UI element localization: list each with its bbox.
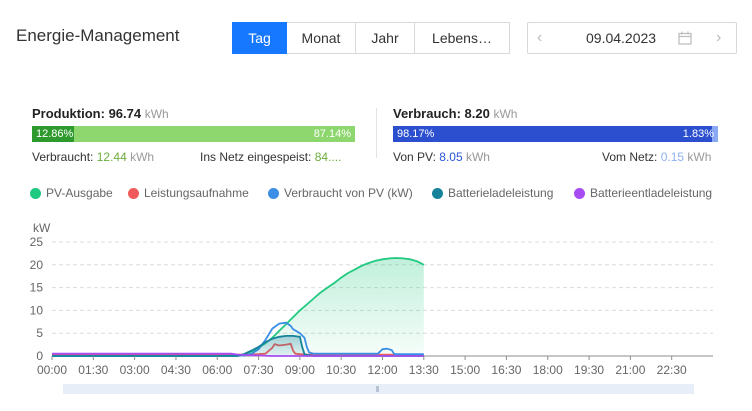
legend-label: Leistungsaufnahme [144, 186, 249, 200]
from-grid-value: 0.15 [660, 150, 685, 164]
period-tabs: Tag Monat Jahr Lebens… [232, 22, 510, 54]
zoom-slider-handle[interactable] [376, 386, 379, 392]
x-tick-label: 18:00 [533, 363, 563, 377]
x-tick-label: 19:30 [574, 363, 604, 377]
production-grid-percent: 87.14% [313, 128, 351, 140]
from-pv-unit: kWh [465, 150, 490, 164]
tab-day[interactable]: Tag [232, 22, 287, 54]
legend-dot-icon [128, 187, 139, 199]
consumption-value: 8.20 [464, 106, 490, 121]
legend-dot-icon [30, 187, 41, 199]
from-grid-unit: kWh [687, 150, 712, 164]
production-bar: 12.86% 87.14% [32, 126, 355, 142]
legend-label: PV-Ausgabe [46, 186, 113, 200]
x-tick-label: 06:00 [202, 363, 232, 377]
x-tick-label: 09:00 [285, 363, 315, 377]
legend-label: Batterieladeleistung [448, 186, 554, 200]
consumption-unit: kWh [493, 107, 518, 121]
y-tick-label: 10 [30, 303, 44, 317]
zoom-slider[interactable] [63, 384, 694, 394]
series-line-batterieentladeleistung [52, 352, 424, 357]
consumption-pv-percent: 98.17% [397, 128, 435, 140]
from-pv-label: Von PV: [393, 150, 436, 164]
grid-feed-label: Ins Netz eingespeist: [200, 150, 312, 164]
y-axis: 0 5 10 15 20 25 [30, 235, 44, 363]
x-tick-label: 03:00 [120, 363, 150, 377]
y-axis-label: kW [33, 221, 51, 235]
production-unit: kWh [144, 107, 169, 121]
x-tick-label: 13:30 [409, 363, 439, 377]
tab-lifetime[interactable]: Lebens… [414, 22, 510, 54]
legend-item-battery-discharge[interactable]: Batterieentladeleistung [574, 186, 712, 200]
production-value: 96.74 [108, 106, 142, 121]
y-tick-label: 0 [36, 349, 43, 363]
y-tick-label: 5 [36, 326, 43, 340]
consumption-net-percent: 1.83% [682, 128, 714, 140]
series-line-batterieladeleistung [52, 335, 424, 357]
chevron-right-icon[interactable]: › [716, 29, 722, 46]
tab-year[interactable]: Jahr [355, 22, 415, 54]
series-area-pv-ausgabe [52, 258, 424, 356]
legend-item-pv-output[interactable]: PV-Ausgabe [30, 186, 113, 200]
x-tick-label: 10:30 [326, 363, 356, 377]
calendar-icon[interactable] [678, 31, 692, 45]
x-tick-label: 15:00 [450, 363, 480, 377]
x-tick-label: 12:00 [367, 363, 397, 377]
date-value[interactable]: 09.04.2023 [586, 30, 657, 46]
consumed-value: 12.44 [96, 150, 127, 164]
grid-feed-value: 84.... [314, 150, 342, 164]
consumed-unit: kWh [130, 150, 155, 164]
legend-item-power-consumption[interactable]: Leistungsaufnahme [128, 186, 249, 200]
x-tick-label: 07:30 [244, 363, 274, 377]
x-tick-label: 16:30 [491, 363, 521, 377]
date-picker[interactable]: ‹ 09.04.2023 › [527, 22, 737, 54]
consumption-bar: 98.17% 1.83% [393, 126, 718, 142]
legend-label: Batterieentladeleistung [590, 186, 713, 200]
legend-item-consumed-from-pv[interactable]: Verbraucht von PV (kW) [268, 186, 413, 200]
production-consumed-percent: 12.86% [36, 128, 74, 140]
from-pv-value: 8.05 [439, 150, 463, 164]
legend-item-battery-charge[interactable]: Batterieladeleistung [432, 186, 553, 200]
page-title: Energie-Management [16, 26, 180, 45]
x-tick-label: 00:00 [37, 363, 67, 377]
from-grid-label: Vom Netz: [602, 150, 658, 164]
production-label: Produktion: [32, 106, 105, 121]
production-grid-feed: Ins Netz eingespeist: 84.... [200, 150, 341, 164]
production-summary: Produktion: 96.74 kWh [32, 106, 169, 121]
legend-dot-icon [432, 187, 443, 199]
consumed-label: Verbraucht: [32, 150, 94, 164]
legend-dot-icon [268, 187, 279, 199]
legend-label: Verbraucht von PV (kW) [284, 186, 413, 200]
x-tick-label: 21:00 [615, 363, 645, 377]
x-tick-label: 04:30 [161, 363, 191, 377]
production-consumed: Verbraucht: 12.44 kWh [32, 150, 154, 164]
consumption-label: Verbrauch: [393, 106, 461, 121]
chart-series [52, 257, 425, 357]
x-tick-label: 01:30 [78, 363, 108, 377]
consumption-from-pv: Von PV: 8.05 kWh [393, 150, 490, 164]
x-axis: 00:00 01:30 03:00 04:30 06:00 07:30 09:00 10:30… [37, 356, 687, 377]
consumption-summary: Verbrauch: 8.20 kWh [393, 106, 517, 121]
legend-dot-icon [574, 187, 585, 199]
chevron-left-icon[interactable]: ‹ [537, 29, 543, 46]
consumption-from-grid: Vom Netz: 0.15 kWh [602, 150, 711, 164]
y-tick-label: 25 [30, 235, 44, 249]
panel-divider [376, 108, 377, 158]
x-tick-label: 22:30 [657, 363, 687, 377]
y-tick-label: 15 [30, 281, 44, 295]
y-tick-label: 20 [30, 258, 44, 272]
